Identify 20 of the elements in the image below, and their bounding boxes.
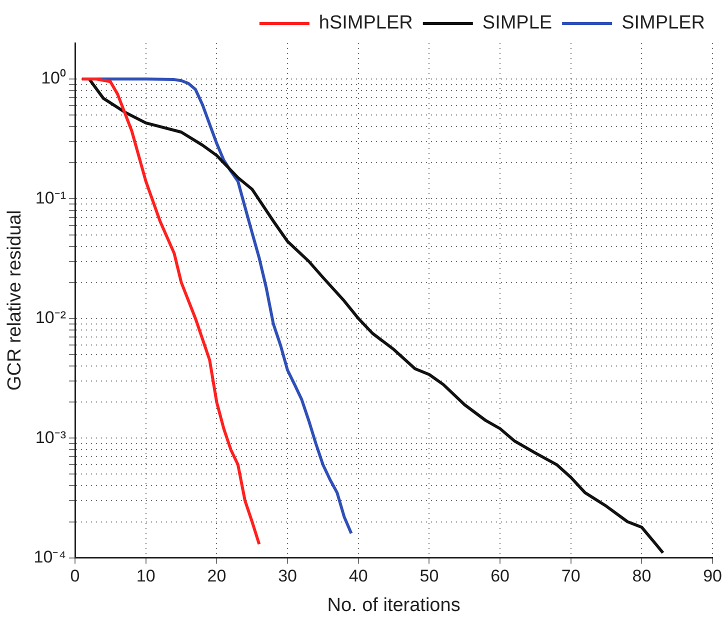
- x-tick-label: 40: [348, 566, 368, 586]
- x-tick-label: 90: [703, 566, 722, 586]
- x-axis-title: No. of iterations: [327, 594, 460, 616]
- x-tick-label: 70: [561, 566, 580, 586]
- x-tick-label: 0: [70, 566, 80, 586]
- y-tick-label: 10⁻¹: [35, 188, 66, 208]
- x-tick-label: 50: [420, 566, 439, 586]
- legend-label: SIMPLE: [482, 12, 552, 34]
- y-tick-label: 10⁰: [41, 68, 66, 88]
- legend-label: SIMPLER: [622, 12, 706, 34]
- x-tick-label: 30: [278, 566, 297, 586]
- y-tick-label: 10⁻⁴: [34, 547, 66, 566]
- x-tick-label: 20: [207, 566, 226, 586]
- legend-label: hSIMPLER: [318, 12, 413, 34]
- y-tick-label: 10⁻²: [35, 308, 66, 328]
- y-tick-label: 10⁻³: [35, 428, 66, 447]
- x-tick-label: 10: [136, 566, 156, 586]
- x-tick-label: 60: [490, 566, 510, 586]
- x-tick-label: 80: [632, 566, 652, 586]
- y-axis-title: GCR relative residual: [4, 210, 26, 391]
